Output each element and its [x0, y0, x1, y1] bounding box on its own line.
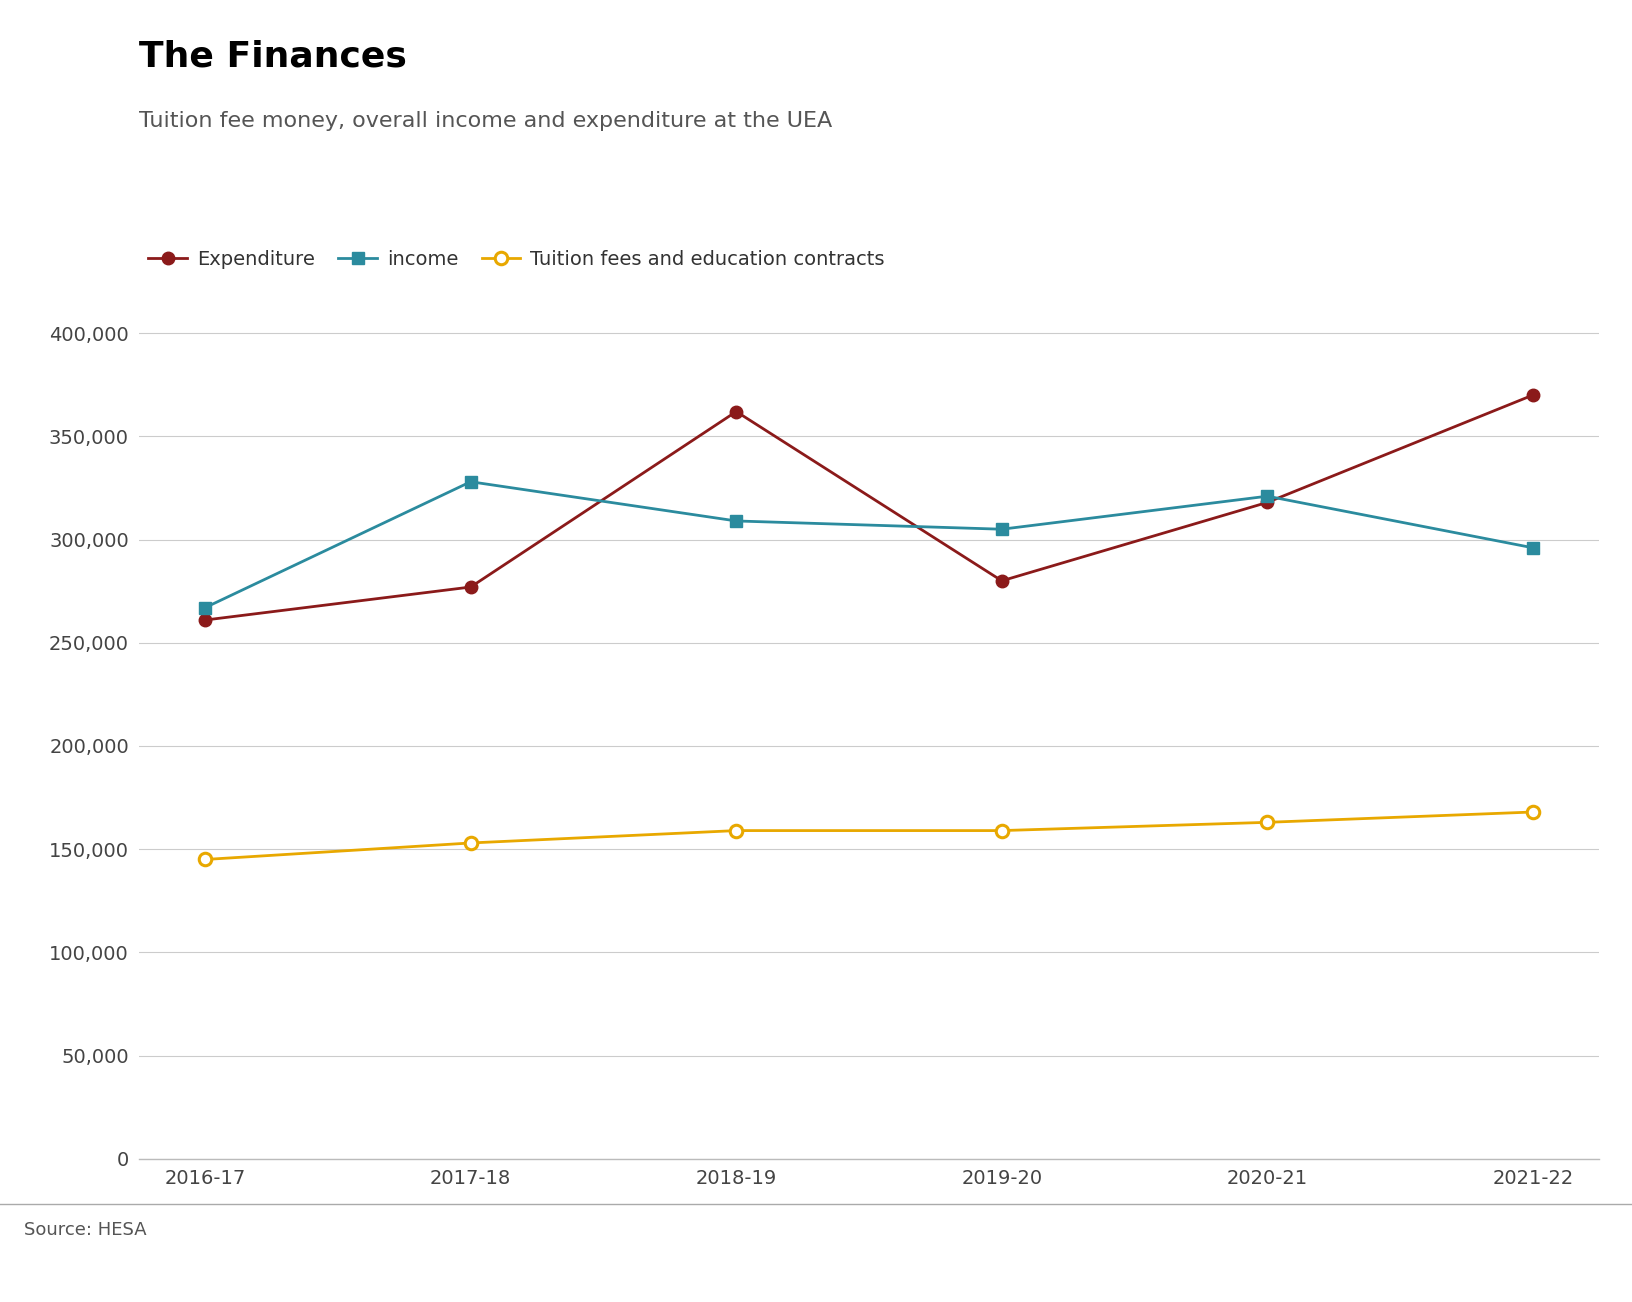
Text: Tuition fee money, overall income and expenditure at the UEA: Tuition fee money, overall income and ex… — [139, 111, 832, 130]
Text: BBC: BBC — [1549, 1241, 1575, 1256]
Text: The Finances: The Finances — [139, 39, 406, 73]
Text: Source: HESA: Source: HESA — [24, 1221, 147, 1240]
Legend: Expenditure, income, Tuition fees and education contracts: Expenditure, income, Tuition fees and ed… — [149, 250, 885, 270]
